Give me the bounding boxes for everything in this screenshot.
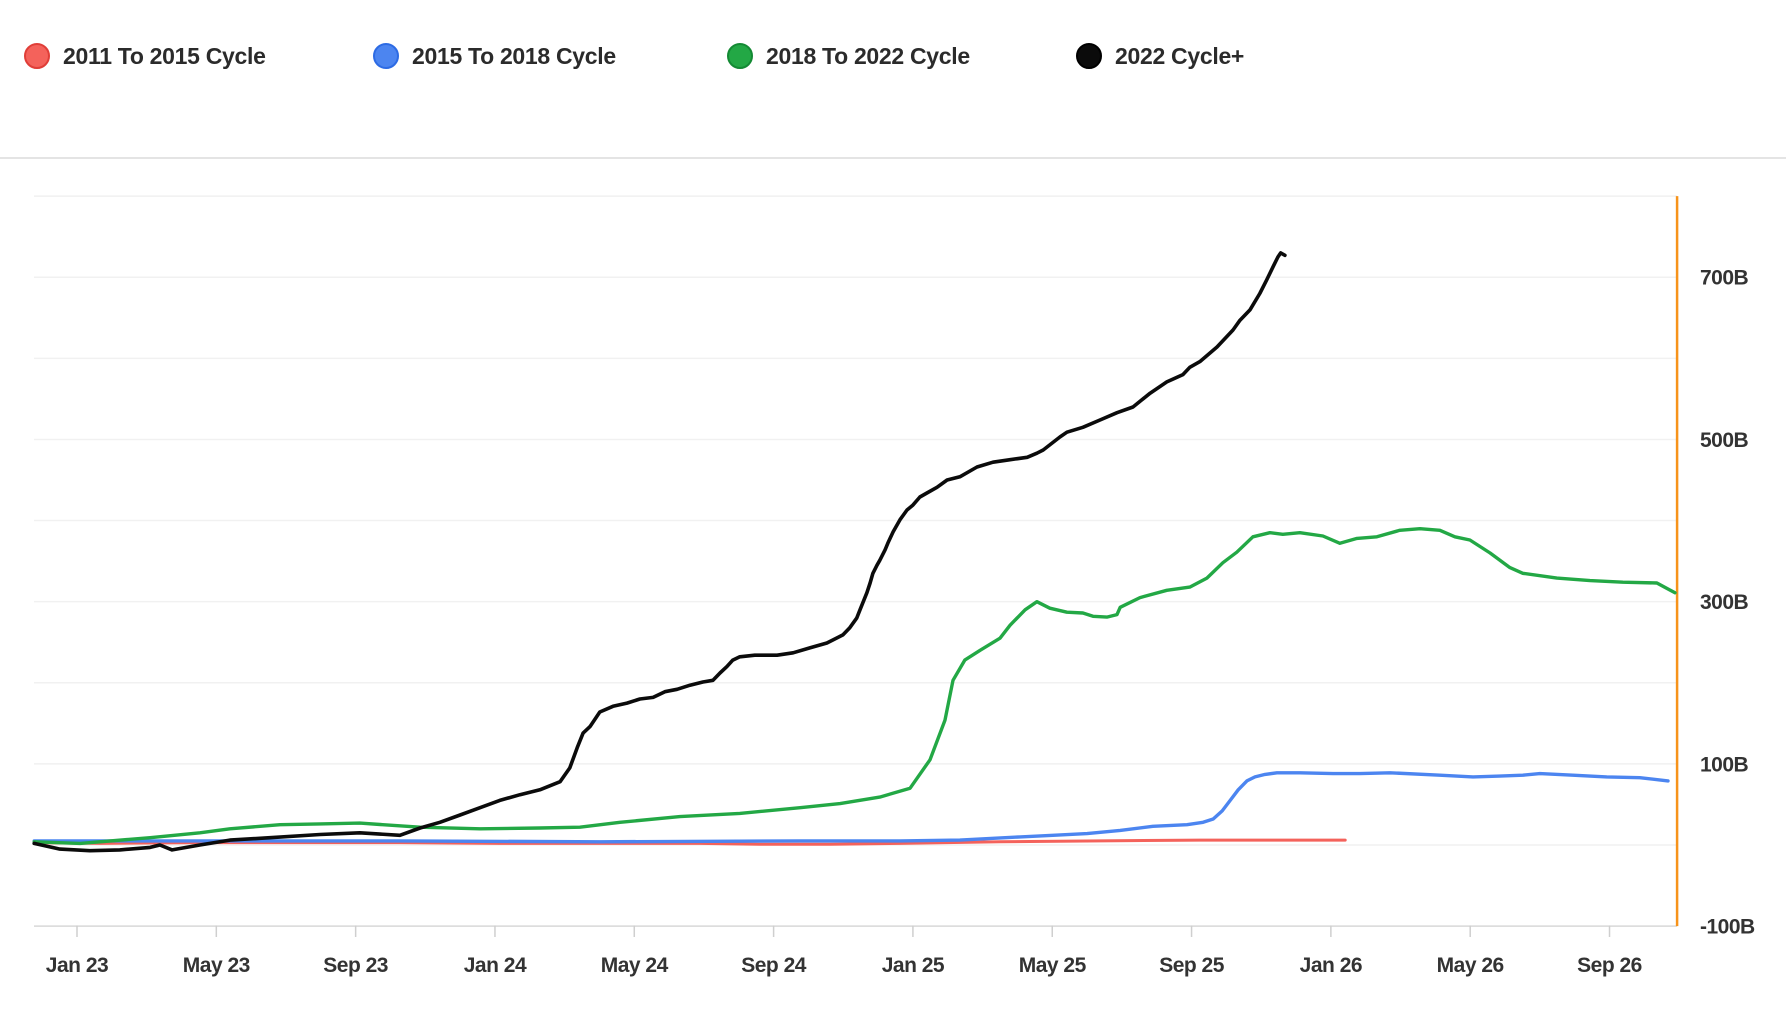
legend-item-1[interactable]: 2011 To 2015 Cycle bbox=[24, 41, 266, 71]
legend-color-dot bbox=[1076, 43, 1102, 69]
legend-item-label: 2018 To 2022 Cycle bbox=[766, 42, 970, 69]
x-axis-label: Sep 25 bbox=[1159, 954, 1225, 977]
x-axis-label: Jan 23 bbox=[46, 954, 108, 977]
x-axis-label: May 26 bbox=[1437, 954, 1504, 977]
x-axis-label: May 25 bbox=[1019, 954, 1087, 977]
legend-item-2[interactable]: 2015 To 2018 Cycle bbox=[373, 41, 616, 71]
legend-color-dot bbox=[24, 43, 50, 69]
legend-item-label: 2022 Cycle+ bbox=[1115, 42, 1245, 69]
y-axis-label: -100B bbox=[1700, 916, 1755, 939]
x-axis-label: Jan 25 bbox=[882, 954, 945, 977]
y-axis-label: 300B bbox=[1700, 591, 1749, 614]
x-axis-label: Sep 26 bbox=[1577, 954, 1642, 977]
x-axis-label: May 24 bbox=[601, 954, 669, 977]
legend-item-label: 2015 To 2018 Cycle bbox=[412, 42, 616, 69]
y-axis-label: 100B bbox=[1700, 753, 1749, 776]
legend-item-4[interactable]: 2022 Cycle+ bbox=[1076, 41, 1244, 71]
x-axis-label: Jan 26 bbox=[1300, 954, 1362, 977]
y-axis-label: 500B bbox=[1700, 429, 1749, 452]
x-axis-label: Jan 24 bbox=[464, 954, 527, 977]
legend-item-3[interactable]: 2018 To 2022 Cycle bbox=[727, 41, 970, 71]
series-line-3 bbox=[32, 527, 1677, 846]
y-axis-label: 700B bbox=[1700, 267, 1749, 290]
x-axis-label: May 23 bbox=[183, 954, 250, 977]
x-axis-label: Sep 24 bbox=[741, 954, 807, 977]
legend-divider bbox=[0, 157, 1786, 159]
legend-item-label: 2011 To 2015 Cycle bbox=[63, 42, 266, 69]
series-line-2 bbox=[32, 771, 1670, 844]
legend-color-dot bbox=[727, 43, 753, 69]
legend-color-dot bbox=[373, 43, 399, 69]
legend: 2011 To 2015 Cycle 2015 To 2018 Cycle 2018… bbox=[0, 0, 1786, 110]
series-line-4 bbox=[32, 251, 1287, 853]
x-axis-label: Sep 23 bbox=[323, 954, 388, 977]
